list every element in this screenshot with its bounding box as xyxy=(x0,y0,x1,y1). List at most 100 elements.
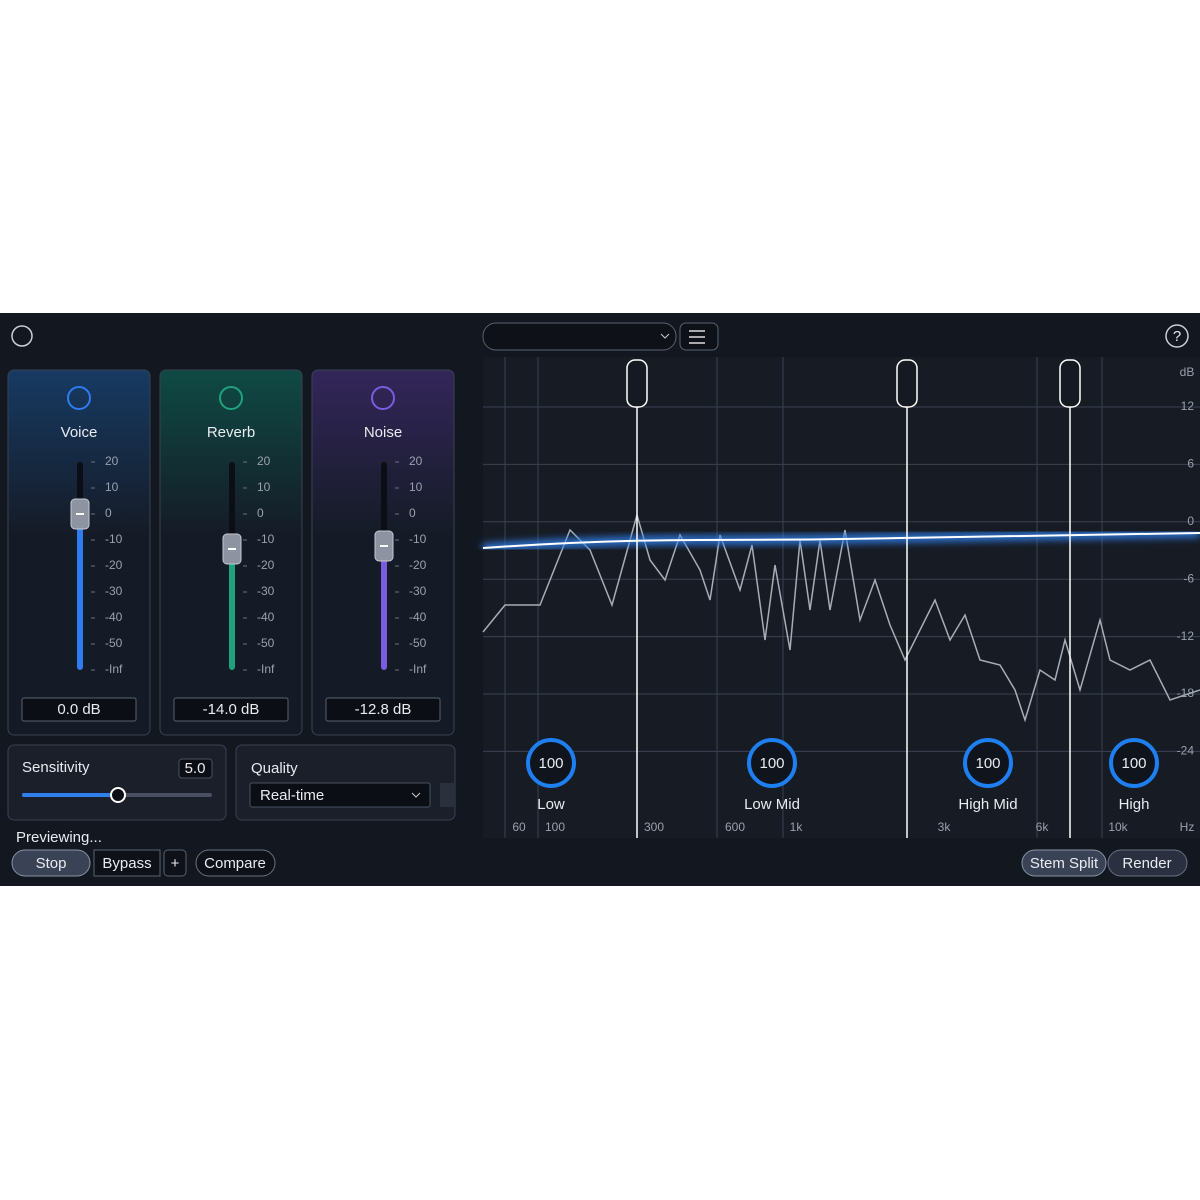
sensitivity-box[interactable] xyxy=(178,758,213,779)
band-dividers xyxy=(626,359,1081,838)
freq-label: 10k xyxy=(1108,820,1128,834)
scale-label: -30 xyxy=(257,584,275,598)
scale-label: 10 xyxy=(105,480,119,494)
scale-label: -50 xyxy=(409,636,427,650)
freq-label: 600 xyxy=(725,820,745,834)
scale-label: -40 xyxy=(409,610,427,624)
readout-box xyxy=(173,697,289,722)
sensitivity-value: 5.0 xyxy=(185,760,206,777)
readout: 0.0 dB xyxy=(57,701,100,718)
scale-label: 0 xyxy=(257,506,264,520)
scale-label: -40 xyxy=(257,610,275,624)
divider-handle[interactable] xyxy=(896,359,918,408)
quality-select[interactable] xyxy=(249,782,431,808)
band-knob[interactable] xyxy=(747,738,797,788)
freq-label: 100 xyxy=(545,820,565,834)
render-btn[interactable] xyxy=(1107,849,1188,877)
scale-label: -20 xyxy=(257,558,275,572)
readout: -12.8 dB xyxy=(355,701,412,718)
freq-label: 1k xyxy=(790,820,804,834)
band-knob[interactable] xyxy=(1109,738,1159,788)
module-icon xyxy=(371,386,395,410)
scale-label: -Inf xyxy=(257,662,275,676)
preset-dropdown[interactable] xyxy=(482,322,677,351)
band-label: Low Mid xyxy=(744,796,800,813)
module-name: Voice xyxy=(61,424,98,441)
scale-label: 0 xyxy=(105,506,112,520)
sensitivity-label: Sensitivity xyxy=(22,759,90,776)
compare-btn[interactable] xyxy=(195,849,276,877)
scale-label: -Inf xyxy=(105,662,123,676)
db-label: 6 xyxy=(1187,457,1194,471)
db-label: 0 xyxy=(1187,514,1194,528)
add-btn[interactable] xyxy=(163,849,187,877)
status: Previewing... xyxy=(16,829,102,846)
band-label: Low xyxy=(537,796,565,813)
band-value: 100 xyxy=(1121,755,1146,772)
add-label: + xyxy=(171,855,180,872)
render-label: Render xyxy=(1122,855,1171,872)
scale-label: 20 xyxy=(257,454,271,468)
spectrum-area xyxy=(483,357,1200,838)
scale-label: 0 xyxy=(409,506,416,520)
stem-split-btn[interactable] xyxy=(1021,849,1107,877)
band-value: 100 xyxy=(538,755,563,772)
scale-label: 10 xyxy=(409,480,423,494)
band-value: 100 xyxy=(975,755,1000,772)
fader-fill xyxy=(381,546,387,670)
output-spectrum xyxy=(482,532,1200,549)
module-name: Noise xyxy=(364,424,402,441)
input-spectrum xyxy=(482,512,1200,723)
scale-label: -40 xyxy=(105,610,123,624)
chevron xyxy=(411,792,421,798)
sensitivity-panel xyxy=(7,744,227,821)
help-icon: ? xyxy=(1173,328,1181,345)
chat-icon[interactable] xyxy=(11,325,33,347)
db-label: -18 xyxy=(1177,686,1195,700)
db-label: -12 xyxy=(1177,629,1195,643)
scale-label: -50 xyxy=(105,636,123,650)
freq-label: 6k xyxy=(1036,820,1050,834)
chevron xyxy=(660,333,670,339)
scale-label: 10 xyxy=(257,480,271,494)
band-knob[interactable] xyxy=(526,738,576,788)
module-name: Reverb xyxy=(207,424,255,441)
scale-label: -Inf xyxy=(409,662,427,676)
stop-btn[interactable] xyxy=(11,849,91,877)
stem-split-label: Stem Split xyxy=(1030,855,1099,872)
db-unit: dB xyxy=(1180,365,1195,379)
divider-handle[interactable] xyxy=(626,359,648,408)
grid xyxy=(483,357,1200,838)
freq-unit: Hz xyxy=(1180,820,1195,834)
band-label: High xyxy=(1119,796,1150,813)
collapse-btn[interactable] xyxy=(440,783,455,807)
divider-handle[interactable] xyxy=(1059,359,1081,408)
freq-label: 60 xyxy=(512,820,526,834)
band-knob[interactable] xyxy=(963,738,1013,788)
freq-label: 3k xyxy=(938,820,952,834)
bypass-label: Bypass xyxy=(102,855,151,872)
band-value: 100 xyxy=(759,755,784,772)
fader-fill xyxy=(77,514,83,670)
scale-label: -10 xyxy=(105,532,123,546)
scale-label: -50 xyxy=(257,636,275,650)
help-btn[interactable] xyxy=(1165,324,1189,348)
stop-label: Stop xyxy=(36,855,67,872)
slider-fill xyxy=(22,793,118,797)
db-label: -6 xyxy=(1183,571,1194,585)
bypass-btn[interactable] xyxy=(93,849,161,877)
scale-label: -10 xyxy=(257,532,275,546)
scale-label: 20 xyxy=(409,454,423,468)
quality-value: Real-time xyxy=(260,787,324,804)
slider-knob[interactable] xyxy=(110,787,126,803)
scale-label: -10 xyxy=(409,532,427,546)
readout-box xyxy=(325,697,441,722)
band-label: High Mid xyxy=(958,796,1017,813)
scale-label: -20 xyxy=(105,558,123,572)
quality-label: Quality xyxy=(251,760,298,777)
scale-label: -30 xyxy=(409,584,427,598)
scale-label: -20 xyxy=(409,558,427,572)
menu-icon xyxy=(689,330,705,344)
db-label: -24 xyxy=(1177,744,1195,758)
